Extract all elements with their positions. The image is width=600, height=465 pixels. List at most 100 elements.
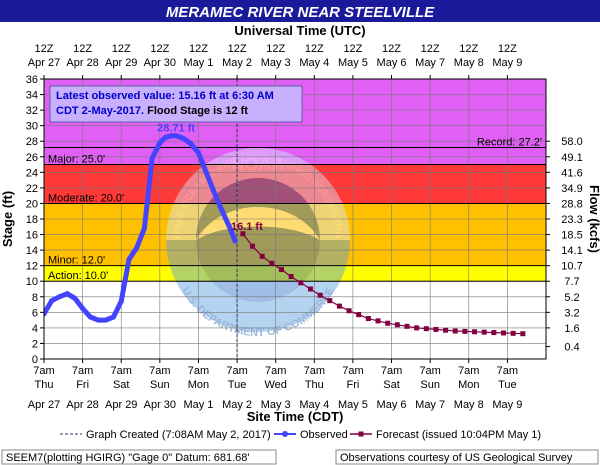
forecast-point [259,253,265,259]
local-tick-date: Apr 27 [28,399,60,411]
legend-forecast-marker [358,431,364,437]
threshold-label-0: Action: 10.0' [48,270,108,282]
observed-point [49,298,55,304]
forecast-point [375,318,381,324]
local-tick-date: Apr 29 [105,399,137,411]
utc-tick-date: May 3 [261,57,291,69]
observed-point [80,305,86,311]
local-tick-date: May 5 [338,399,368,411]
local-tick-time: 7am [342,365,363,377]
forecast-point [269,260,275,266]
datum-box [1,449,277,465]
y-tick-label: 0 [32,354,38,366]
local-tick-date: May 1 [183,399,213,411]
utc-tick-hour: 12Z [35,43,54,55]
watermark-inner-disc [196,178,320,302]
utc-tick-hour: 12Z [421,43,440,55]
record-label: Record: 27.2' [477,136,542,148]
observed-point [72,295,78,301]
observed-point [157,140,163,146]
y-tick-label: 10 [26,276,38,288]
threshold-label-1: Minor: 12.0' [48,255,105,267]
utc-tick-date: May 7 [415,57,445,69]
utc-tick-date: May 9 [492,57,522,69]
info-box [49,85,303,123]
utc-tick-hour: 12Z [266,43,285,55]
info-box-line-1: Latest observed value: 15.16 ft at 6:30 … [56,90,274,102]
flow-tick-label: 58.0 [561,136,582,148]
forecast-point [472,329,478,335]
local-tick-day: Tue [228,379,247,391]
utc-tick-date: Apr 28 [66,57,98,69]
observed-point [95,317,101,323]
forecast-point [336,303,342,309]
utc-tick-hour: 12Z [305,43,324,55]
local-tick-day: Sat [113,379,130,391]
threshold-label-3: Major: 25.0' [48,154,105,166]
observed-point [149,155,155,161]
y-tick-label: 12 [26,261,38,273]
local-tick-day: Sun [150,379,170,391]
flow-tick-label: 5.2 [564,292,579,304]
local-tick-day: Sat [383,379,400,391]
observed-point [64,291,70,297]
local-tick-date: May 3 [261,399,291,411]
forecast-point [452,328,458,334]
local-tick-time: 7am [33,365,54,377]
local-tick-date: May 7 [415,399,445,411]
utc-tick-hour: 12Z [73,43,92,55]
flow-tick-label: 1.6 [564,323,579,335]
flow-tick-label: 10.7 [561,261,582,273]
local-tick-day: Thu [305,379,324,391]
y-tick-label: 18 [26,214,38,226]
observed-point [211,189,217,195]
stage-band-3 [44,164,546,204]
forecast-point [298,280,304,286]
flow-tick-label: 3.2 [564,307,579,319]
local-tick-time: 7am [419,365,440,377]
forecast-point [443,327,449,333]
observed-point [203,169,209,175]
y-tick-label: 34 [26,90,38,102]
flow-tick-label: 18.5 [561,230,582,242]
observed-point [141,225,147,231]
forecast-point [327,298,333,304]
utc-tick-date: Apr 27 [28,57,60,69]
forecast-point [356,312,362,318]
local-tick-date: May 6 [377,399,407,411]
utc-tick-hour: 12Z [382,43,401,55]
utc-tick-hour: 12Z [343,43,362,55]
legend-forecast-label: Forecast (issued 10:04PM May 1) [376,429,541,441]
local-tick-day: Tue [498,379,517,391]
courtesy-text: Observations courtesy of US Geological S… [340,452,573,464]
top-axis-title: Universal Time (UTC) [234,23,365,38]
observed-point [180,135,186,141]
local-tick-day: Thu [35,379,54,391]
utc-tick-date: May 6 [377,57,407,69]
forecast-point [520,331,526,337]
local-tick-time: 7am [497,365,518,377]
y-tick-label: 20 [26,198,38,210]
local-tick-date: May 8 [454,399,484,411]
forecast-point [491,330,497,336]
legend-observed-marker [282,431,288,437]
forecast-point [414,325,420,331]
local-tick-time: 7am [304,365,325,377]
utc-tick-date: Apr 30 [144,57,176,69]
watermark-lower-half [166,240,350,332]
forecast-point [394,322,400,328]
observed-point [163,134,169,140]
observed-point [219,207,225,213]
forecast-point [404,323,410,329]
title-bar [0,0,600,22]
observed-point [226,224,232,230]
local-tick-day: Mon [188,379,209,391]
observed-point [56,294,62,300]
local-tick-day: Sun [420,379,440,391]
forecast-point [307,286,313,292]
legend-graph-created-label: Graph Created (7:08AM May 2, 2017) [86,429,271,441]
utc-tick-hour: 12Z [498,43,517,55]
watermark-center-text: NOAA [232,154,285,174]
forecast-point [365,316,371,322]
forecast-point [423,326,429,332]
